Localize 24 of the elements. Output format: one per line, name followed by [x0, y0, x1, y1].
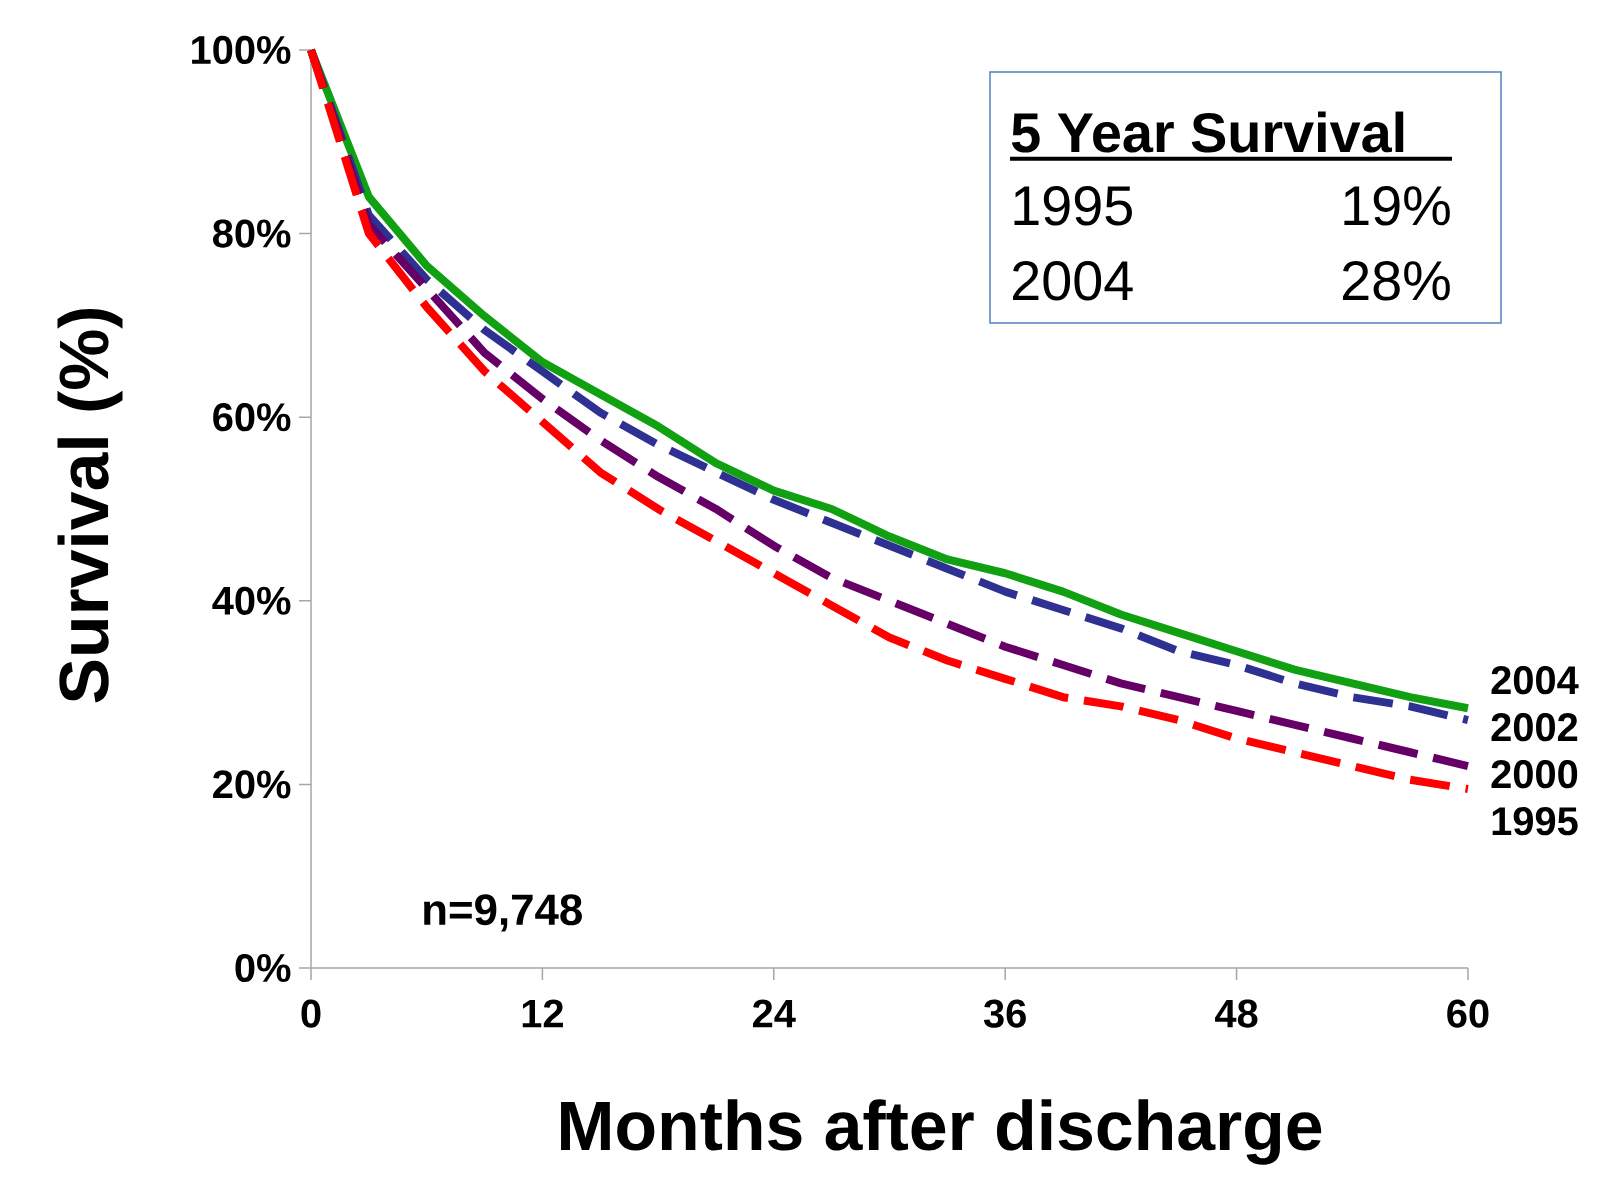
y-tick-label: 0% — [235, 953, 291, 983]
annotation: n=9,748 — [424, 894, 582, 932]
annotation: 1995 — [1014, 186, 1132, 226]
annotation: 19% — [1344, 186, 1450, 226]
annotation: 5 Year Survival — [1011, 111, 1404, 153]
x-tick-label: 24 — [753, 999, 796, 1028]
y-tick-label: 40% — [212, 586, 291, 615]
series-label: 2002 — [1491, 713, 1578, 742]
y-axis-title: Survival (%) — [57, 308, 123, 703]
x-tick-label: 36 — [983, 999, 1026, 1028]
annotation: 2004 — [1013, 261, 1133, 301]
x-tick-label: 48 — [1215, 999, 1258, 1028]
y-tick-label: 100% — [192, 35, 291, 65]
x-axis-title: Months after discharge — [561, 1099, 1322, 1165]
y-tick-label: 20% — [213, 770, 291, 799]
y-tick-label: 80% — [212, 219, 291, 248]
series-label: 1995 — [1492, 807, 1578, 836]
x-tick-label: 12 — [522, 999, 563, 1028]
series-label: 2004 — [1491, 666, 1579, 695]
y-tick-label: 60% — [213, 403, 291, 432]
series-label: 2000 — [1491, 760, 1578, 789]
annotation: 28% — [1342, 261, 1450, 301]
x-tick-label: 60 — [1447, 999, 1489, 1028]
x-tick-label: 0 — [301, 999, 321, 1028]
